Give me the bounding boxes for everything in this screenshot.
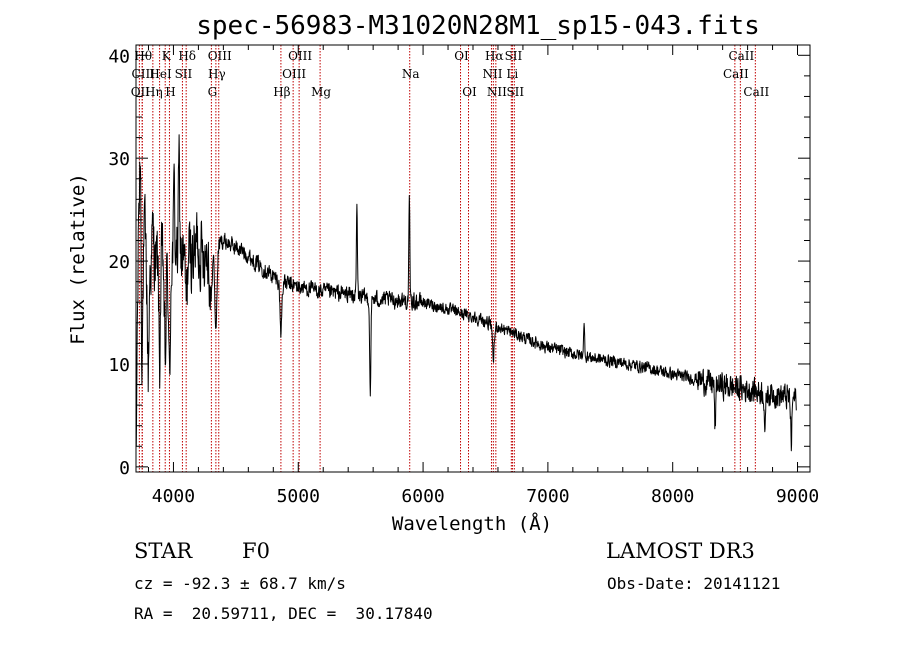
line-marker-label: Hδ — [178, 49, 196, 63]
y-axis-label: Flux (relative) — [67, 173, 89, 345]
y-tick-label: 10 — [108, 355, 130, 376]
line-marker-label: OI — [462, 85, 477, 99]
y-tick-label: 30 — [108, 149, 130, 170]
x-tick-label: 4000 — [152, 486, 195, 507]
line-marker-label: NII — [482, 67, 502, 81]
sky-coordinates: RA = 20.59711, DEC = 30.17840 — [134, 604, 433, 623]
y-tick-label: 20 — [108, 252, 130, 273]
line-marker-labels: OIIHθCIIIHηHeIKHSIIHδGHγOIIIHβOIIIOIIIMg… — [131, 49, 770, 99]
x-tick-label: 5000 — [277, 486, 320, 507]
line-markers — [138, 45, 756, 472]
y-axis-ticks: 0 10 20 30 40 — [108, 46, 810, 479]
line-marker-label: Hθ — [134, 49, 152, 63]
line-marker-label: Li — [506, 67, 518, 81]
redshift-velocity: cz = -92.3 ± 68.7 km/s — [134, 574, 346, 593]
observation-date: Obs-Date: 20141121 — [607, 574, 781, 593]
y-tick-label: 40 — [108, 46, 130, 67]
line-marker-label: OIII — [282, 67, 306, 81]
line-marker-label: SII — [505, 49, 523, 63]
x-tick-label: 7000 — [526, 486, 569, 507]
line-marker-label: HeI — [149, 67, 172, 81]
spectrum-line — [135, 134, 797, 452]
line-marker-label: Mg — [311, 85, 331, 99]
x-tick-label: 6000 — [401, 486, 444, 507]
line-marker-label: G — [208, 85, 218, 99]
line-marker-label: Hα — [485, 49, 504, 63]
object-subclass: F0 — [242, 539, 270, 563]
line-marker-label: Na — [402, 67, 420, 81]
line-marker-label: SII — [506, 85, 524, 99]
x-tick-label: 9000 — [776, 486, 819, 507]
object-class: STAR — [134, 539, 193, 563]
chart-title: spec-56983-M31020N28M1_sp15-043.fits — [196, 11, 760, 41]
line-marker-label: CaII — [743, 85, 769, 99]
x-tick-label: 8000 — [651, 486, 694, 507]
line-marker-label: SII — [175, 67, 193, 81]
line-marker-label: OI — [454, 49, 469, 63]
line-marker-label: Hγ — [208, 67, 226, 81]
line-marker-label: NII — [487, 85, 507, 99]
survey-name: LAMOST DR3 — [606, 539, 755, 563]
line-marker-label: Hη — [145, 85, 163, 99]
y-tick-label: 0 — [119, 458, 130, 479]
line-marker-label: K — [162, 49, 172, 63]
line-marker-label: Hβ — [273, 85, 290, 99]
line-marker-label: OIII — [288, 49, 312, 63]
x-axis-ticks: 4000 5000 6000 7000 8000 9000 — [147, 45, 819, 507]
x-axis-label: Wavelength (Å) — [392, 512, 552, 535]
line-marker-label: CIII — [132, 67, 156, 81]
line-marker-label: OIII — [208, 49, 232, 63]
line-marker-label: CaII — [728, 49, 754, 63]
line-marker-label: H — [165, 85, 175, 99]
line-marker-label: CaII — [723, 67, 749, 81]
plot-frame — [135, 44, 811, 473]
